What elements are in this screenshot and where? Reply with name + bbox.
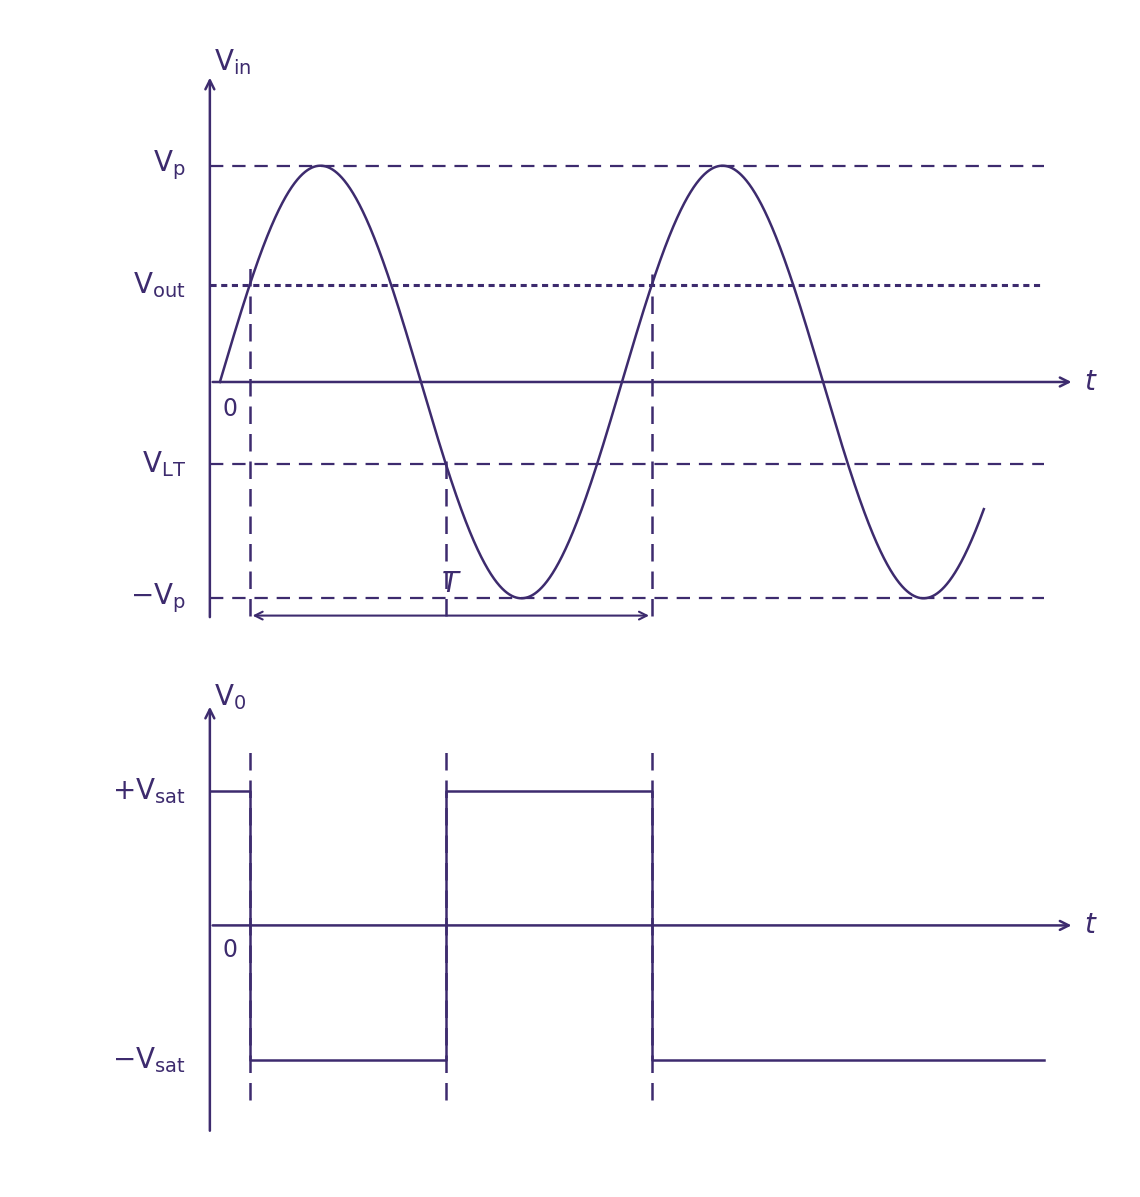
Text: 0: 0 <box>222 397 237 421</box>
Text: T: T <box>442 570 459 598</box>
Text: 0: 0 <box>222 938 237 962</box>
Text: V$_{\rm out}$: V$_{\rm out}$ <box>133 269 186 299</box>
Text: $-$V$_{\rm p}$: $-$V$_{\rm p}$ <box>130 582 186 615</box>
Text: V$_{\rm in}$: V$_{\rm in}$ <box>214 47 251 77</box>
Text: V$_{\rm LT}$: V$_{\rm LT}$ <box>141 449 186 479</box>
Text: V$_{\rm 0}$: V$_{\rm 0}$ <box>214 682 246 712</box>
Text: $+$V$_{\rm sat}$: $+$V$_{\rm sat}$ <box>112 776 186 806</box>
Text: t: t <box>1084 367 1096 396</box>
Text: t: t <box>1084 911 1096 940</box>
Text: $-$V$_{\rm sat}$: $-$V$_{\rm sat}$ <box>112 1045 186 1075</box>
Text: V$_{\rm p}$: V$_{\rm p}$ <box>153 148 186 182</box>
